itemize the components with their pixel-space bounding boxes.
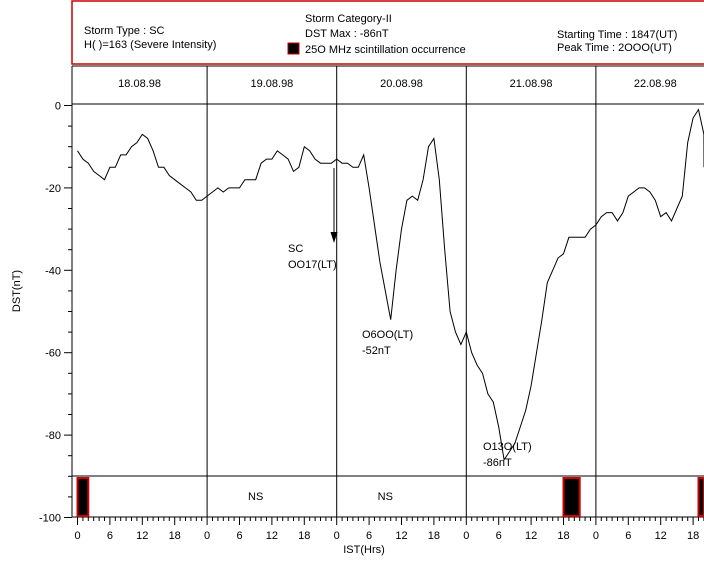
scintillation-bar	[697, 477, 704, 517]
ns-label: NS	[378, 491, 393, 503]
x-tick-label: 6	[236, 530, 242, 542]
date-label: 20.08.98	[380, 78, 423, 90]
h-index: H( )=163 (Severe Intensity)	[84, 39, 216, 51]
date-label: 21.08.98	[510, 78, 553, 90]
annotation-label: -52nT	[362, 345, 391, 357]
x-tick-label: 0	[74, 530, 80, 542]
sc-onset-arrow	[330, 168, 338, 243]
x-axis-label: IST(Hrs)	[343, 544, 385, 556]
x-tick-label: 0	[593, 530, 599, 542]
x-tick-label: 18	[687, 530, 699, 542]
annotation-label: O6OO(LT)	[362, 329, 413, 341]
x-tick-label: 6	[107, 530, 113, 542]
plot-area: 18.08.98 19.08.98 20.08.98 21.08.98 22.08.98…	[39, 65, 704, 542]
ns-label: NS	[248, 491, 263, 503]
y-tick-label: -60	[45, 348, 61, 360]
scintillation-bar	[562, 477, 581, 517]
annotation-label: -86nT	[483, 457, 512, 469]
header-box	[71, 0, 704, 65]
x-tick-label: 0	[334, 530, 340, 542]
x-tick-label: 18	[557, 530, 569, 542]
x-tick-label: 6	[625, 530, 631, 542]
x-tick-label: 12	[525, 530, 537, 542]
date-labels: 18.08.98 19.08.98 20.08.98 21.08.98 22.08.98	[118, 78, 677, 90]
arrow-head	[330, 232, 338, 243]
y-tick-label: -20	[45, 183, 61, 195]
y-tick-label: -40	[45, 265, 61, 277]
annotation-label: OO17(LT)	[288, 259, 337, 271]
x-tick-label: 0	[463, 530, 469, 542]
x-tick-label: 18	[298, 530, 310, 542]
storm-category: Storm Category-II	[305, 13, 392, 25]
scintillation-legend-swatch	[287, 42, 300, 55]
y-tick-label: -80	[45, 430, 61, 442]
x-tick-label: 12	[266, 530, 278, 542]
scintillation-legend-label: 25O MHz scintillation occurrence	[305, 44, 466, 56]
date-label: 19.08.98	[250, 78, 293, 90]
x-tick-label: 6	[496, 530, 502, 542]
dst-max: DST Max : -86nT	[305, 28, 389, 40]
peak-time: Peak Time : 2OOO(UT)	[557, 42, 672, 54]
annotation-label: SC	[288, 243, 303, 255]
y-axis-label: DST(nT)	[11, 270, 23, 312]
dst-series-line	[77, 108, 704, 462]
y-axis-ticks: 0 -20 -40 -60 -80 -100	[39, 101, 72, 525]
date-label: 18.08.98	[118, 78, 161, 90]
day-separators	[206, 66, 597, 517]
starting-time: Starting Time : 1847(UT)	[557, 29, 677, 41]
x-tick-label: 12	[655, 530, 667, 542]
x-tick-label: 0	[204, 530, 210, 542]
x-tick-label: 18	[428, 530, 440, 542]
x-tick-label: 18	[169, 530, 181, 542]
storm-type: Storm Type : SC	[84, 25, 165, 37]
x-tick-label: 12	[136, 530, 148, 542]
annotations: SC OO17(LT) O6OO(LT) -52nT O13O(LT) -86nT	[288, 243, 532, 469]
x-tick-label: 12	[395, 530, 407, 542]
annotation-label: O13O(LT)	[483, 441, 532, 453]
y-tick-label: 0	[55, 101, 61, 113]
chart-header: Storm Type : SC H( )=163 (Severe Intensi…	[71, 0, 704, 65]
x-axis-ticks: 0 6 12 18 0 6 12 18 0 6 12 18 0 6 12 18 0 6 12 18	[74, 517, 704, 542]
x-tick-label: 6	[366, 530, 372, 542]
scintillation-bar	[76, 477, 90, 517]
scintillation-strip: NS NS	[76, 477, 704, 517]
date-label: 22.08.98	[634, 78, 677, 90]
y-tick-label: -100	[39, 513, 61, 525]
